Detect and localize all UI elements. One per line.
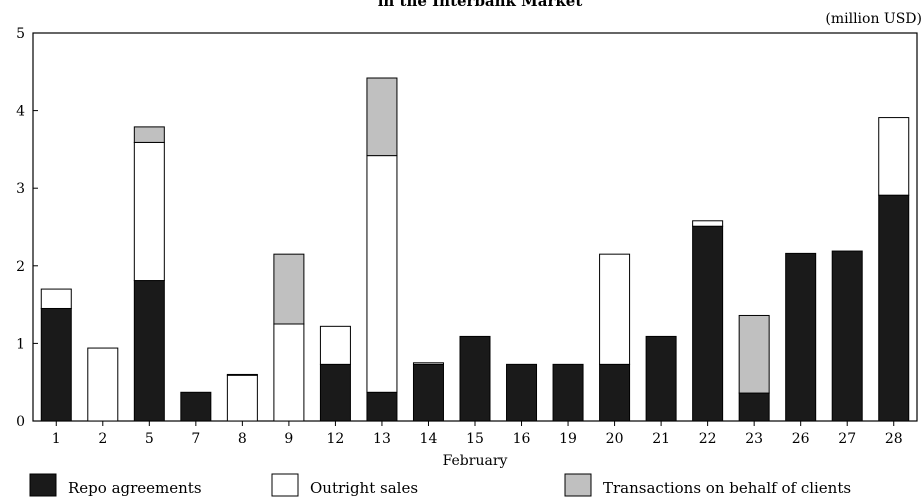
x-tick-label: 15 (466, 431, 484, 447)
y-tick-label: 4 (16, 104, 25, 120)
x-tick-label: 23 (745, 431, 763, 447)
x-tick-label: 28 (885, 431, 903, 447)
legend-swatch (271, 473, 299, 497)
legend-label: Repo agreements (68, 479, 202, 497)
bar-segment-transactions-on-behalf-of-clients-9 (273, 253, 305, 325)
bar-segment-repo-agreements-27 (831, 250, 863, 422)
bar-segment-repo-agreements-15 (459, 335, 491, 422)
bar-segment-outright-sales-14 (412, 362, 444, 365)
chart-title: in the Interbank Market (378, 0, 583, 10)
x-tick-label: 19 (559, 431, 577, 447)
y-tick-label: 5 (16, 26, 25, 42)
bar-segment-outright-sales-8 (226, 374, 258, 422)
bar-segment-repo-agreements-12 (319, 363, 351, 422)
x-tick-label: 14 (420, 431, 438, 447)
y-tick-label: 0 (16, 414, 25, 430)
unit-label: (million USD) (825, 11, 922, 27)
bar-segment-repo-agreements-13 (366, 391, 398, 422)
x-tick-label: 26 (792, 431, 810, 447)
y-tick-label: 2 (16, 259, 25, 275)
x-axis: 1 2 5 7 8 9 12 13 14 15 16 19 20 21 22 23 26 27 28 (52, 421, 903, 447)
bar-segment-repo-agreements-21 (645, 335, 677, 422)
bars-group (40, 77, 910, 422)
bar-segment-transactions-on-behalf-of-clients-23 (738, 314, 770, 394)
bar-segment-repo-agreements-7 (180, 391, 212, 422)
legend-label: Outright sales (310, 479, 418, 497)
x-axis-title: February (443, 453, 508, 469)
bar-segment-outright-sales-20 (599, 253, 631, 365)
bar-segment-outright-sales-28 (878, 117, 910, 196)
bar-segment-repo-agreements-16 (506, 363, 538, 422)
bar-segment-repo-agreements-20 (599, 363, 631, 422)
x-tick-label: 12 (327, 431, 345, 447)
bar-segment-transactions-on-behalf-of-clients-13 (366, 77, 398, 157)
x-tick-label: 2 (98, 431, 107, 447)
legend-swatch (564, 473, 592, 497)
y-tick-label: 3 (16, 181, 25, 197)
x-tick-label: 21 (652, 431, 670, 447)
x-tick-label: 7 (191, 431, 200, 447)
bar-segment-repo-agreements-28 (878, 194, 910, 422)
bar-segment-repo-agreements-5 (133, 280, 165, 422)
x-tick-label: 1 (52, 431, 61, 447)
x-tick-label: 5 (145, 431, 154, 447)
bar-segment-outright-sales-22 (692, 220, 724, 227)
x-tick-label: 22 (699, 431, 717, 447)
bar-segment-outright-sales-13 (366, 155, 398, 393)
y-tick-label: 1 (16, 336, 25, 352)
bar-segment-repo-agreements-22 (692, 225, 724, 422)
bar-segment-transactions-on-behalf-of-clients-8 (226, 373, 258, 376)
x-tick-label: 8 (238, 431, 247, 447)
y-axis: 0 1 2 3 4 5 (16, 26, 38, 430)
bar-segment-repo-agreements-26 (785, 252, 817, 422)
bar-segment-repo-agreements-1 (40, 307, 72, 422)
x-tick-label: 27 (838, 431, 856, 447)
legend: Repo agreements Outright sales Transaction… (29, 473, 851, 497)
x-tick-label: 9 (284, 431, 293, 447)
legend-label: Transactions on behalf of clients (603, 479, 851, 497)
x-tick-label: 13 (373, 431, 391, 447)
bar-segment-outright-sales-1 (40, 288, 72, 309)
bar-segment-outright-sales-2 (87, 347, 119, 422)
bar-segment-outright-sales-5 (133, 141, 165, 282)
x-tick-label: 16 (513, 431, 531, 447)
legend-swatch (29, 473, 57, 497)
bar-segment-repo-agreements-19 (552, 363, 584, 422)
bar-segment-repo-agreements-14 (412, 363, 444, 422)
bar-segment-transactions-on-behalf-of-clients-5 (133, 126, 165, 143)
x-tick-label: 20 (606, 431, 624, 447)
bar-segment-outright-sales-12 (319, 325, 351, 365)
bar-segment-outright-sales-9 (273, 323, 305, 422)
bar-segment-repo-agreements-23 (738, 392, 770, 422)
